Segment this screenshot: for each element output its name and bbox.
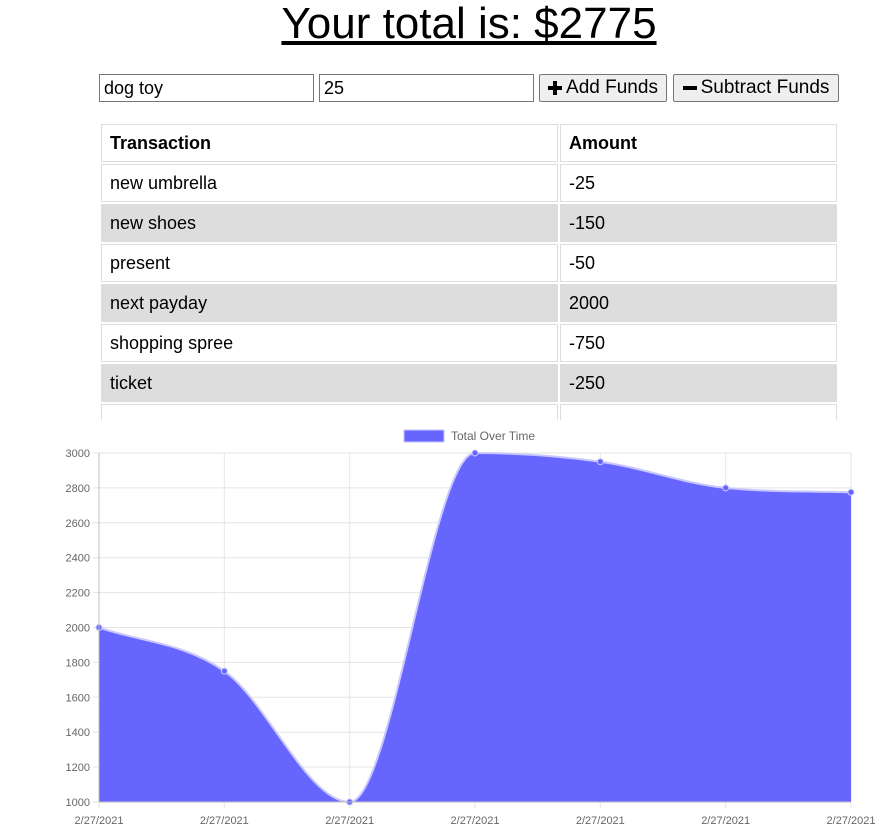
transaction-name: next payday [101,284,558,322]
transaction-name: present [101,244,558,282]
transaction-amount-input[interactable] [319,74,534,102]
minus-icon [682,81,697,95]
y-tick-label: 2000 [66,623,90,635]
transaction-name: new shoes [101,204,558,242]
header-amount: Amount [560,124,837,162]
transaction-amount: -150 [560,204,837,242]
page-title: Your total is: $2775 [281,0,657,48]
plus-icon [548,81,563,95]
transaction-name-input[interactable] [99,74,314,102]
data-point [471,449,479,457]
table-row: next payday 2000 [101,284,837,322]
x-tick-label: 2/27/2021 [576,815,625,827]
subtract-funds-label: Subtract Funds [700,77,830,98]
table-row: new umbrella -25 [101,164,837,202]
transaction-amount [560,404,837,420]
y-tick-label: 2200 [66,588,90,600]
table-row: ticket -250 [101,364,837,402]
legend-label: Total Over Time [451,429,535,443]
total-over-time-chart: 1000 1200 1400 1600 1800 2000 2200 2400 2600 2800… [66,429,876,827]
table-header-row: Transaction Amount [101,124,837,162]
series-area [99,453,851,802]
add-funds-label: Add Funds [566,77,658,98]
add-funds-button[interactable]: Add Funds [539,74,667,102]
data-point [847,488,855,496]
subtract-funds-button[interactable]: Subtract Funds [673,74,839,102]
series-line [98,451,852,804]
transaction-name: new umbrella [101,164,558,202]
x-tick-label: 2/27/2021 [75,815,124,827]
y-tick-label: 2600 [66,518,90,530]
transaction-amount: -750 [560,324,837,362]
transactions-table-container[interactable]: Transaction Amount new umbrella -25 new … [99,122,839,420]
y-tick-label: 3000 [66,448,90,460]
table-row: shopping spree -750 [101,324,837,362]
data-point [722,484,730,492]
y-tick-label: 1400 [66,727,90,739]
x-tick-label: 2/27/2021 [701,815,750,827]
table-row: present -50 [101,244,837,282]
transaction-amount: 2000 [560,284,837,322]
y-tick-label: 2800 [66,483,90,495]
y-tick-label: 1600 [66,692,90,704]
data-point [596,458,604,466]
y-tick-label: 1200 [66,762,90,774]
x-tick-label: 2/27/2021 [827,815,876,827]
header-transaction: Transaction [101,124,558,162]
transaction-amount: -50 [560,244,837,282]
table-row [101,404,837,420]
transaction-name: ticket [101,364,558,402]
data-point [220,667,228,675]
legend-swatch [403,429,445,443]
table-row: new shoes -150 [101,204,837,242]
transactions-table: Transaction Amount new umbrella -25 new … [99,122,839,420]
x-tick-label: 2/27/2021 [325,815,374,827]
y-tick-label: 2400 [66,553,90,565]
x-tick-label: 2/27/2021 [200,815,249,827]
y-tick-label: 1000 [66,797,90,809]
transaction-amount: -250 [560,364,837,402]
transaction-name [101,404,558,420]
transaction-amount: -25 [560,164,837,202]
transaction-name: shopping spree [101,324,558,362]
y-tick-label: 1800 [66,657,90,669]
x-tick-label: 2/27/2021 [451,815,500,827]
